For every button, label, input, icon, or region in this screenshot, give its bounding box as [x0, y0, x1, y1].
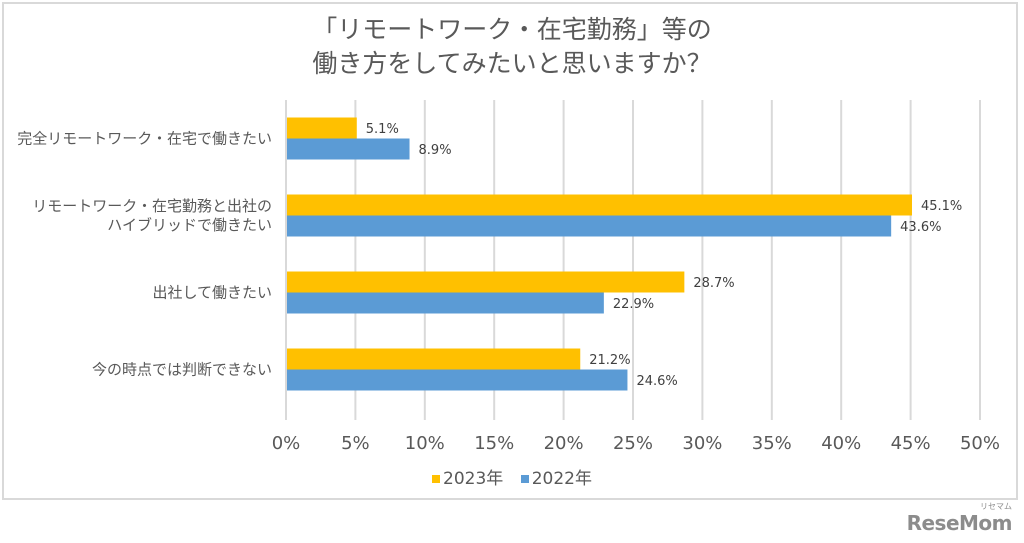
data-label: 8.9% [419, 143, 452, 158]
x-tick-label: 20% [544, 433, 584, 454]
x-tick-label: 35% [752, 433, 792, 454]
data-label: 21.2% [589, 353, 630, 368]
data-label: 45.1% [921, 199, 962, 214]
x-tick-label: 50% [960, 433, 1000, 454]
bar [286, 292, 604, 314]
logo-subtext: リセマム [980, 502, 1012, 511]
x-tick-label: 30% [682, 433, 722, 454]
bar [286, 348, 581, 370]
bar [286, 271, 685, 293]
x-tick-label: 25% [613, 433, 653, 454]
x-tick-label: 15% [474, 433, 514, 454]
category-label: 完全リモートワーク・在宅で働きたい [17, 130, 272, 148]
x-tick-label: 45% [891, 433, 931, 454]
data-label: 22.9% [613, 297, 654, 312]
bar [286, 215, 892, 237]
bar [286, 138, 410, 160]
legend: 2023年 2022年 [0, 464, 1024, 489]
x-tick-label: 0% [272, 433, 301, 454]
legend-swatch-2022 [520, 475, 529, 483]
data-label: 5.1% [366, 122, 399, 137]
chart-title-line-2: 働き方をしてみたいと思いますか？ [312, 49, 712, 78]
bar [286, 369, 628, 391]
category-label: 今の時点では判断できない [92, 361, 272, 379]
x-tick-label: 10% [405, 433, 445, 454]
data-label: 28.7% [693, 276, 734, 291]
bar [286, 194, 912, 216]
chart-title-line-1: 「リモートワーク・在宅勤務」等の [312, 15, 712, 44]
category-label: 出社して働きたい [152, 284, 272, 302]
legend-swatch-2023 [432, 475, 441, 483]
bar [286, 117, 357, 139]
data-label: 43.6% [900, 220, 941, 235]
category-label: ハイブリッドで働きたい [107, 216, 272, 234]
x-tick-label: 5% [341, 433, 370, 454]
x-tick-label: 40% [821, 433, 861, 454]
legend-label-2023: 2023年 [443, 469, 504, 489]
logo-text: ReseMom [906, 511, 1013, 535]
resemom-logo: リセマム ReseMom [906, 502, 1013, 535]
category-label: リモートワーク・在宅勤務と出社の [32, 197, 272, 215]
legend-item-2022: 2022年 [520, 464, 592, 489]
chart-frame [2, 2, 1018, 500]
data-label: 24.6% [636, 374, 677, 389]
legend-label-2022: 2022年 [531, 469, 592, 489]
legend-item-2023: 2023年 [432, 464, 503, 489]
